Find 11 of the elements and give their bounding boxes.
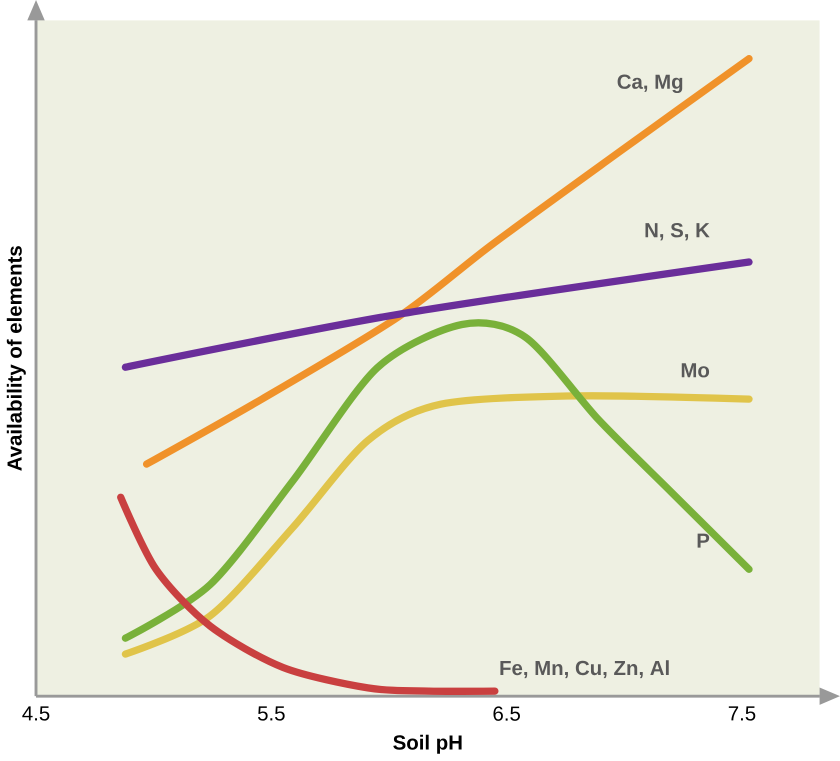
x-tick-label: 7.5 [728, 706, 756, 721]
series-label: P [698, 534, 710, 548]
x-axis-title: Soil pH [393, 734, 462, 754]
x-tick-label: 6.5 [493, 706, 520, 722]
series-label: N, S, K [645, 223, 710, 241]
series-label: Ca, Mg [618, 74, 682, 94]
series-label: Mo [682, 363, 710, 378]
y-axis-title: Availability of elements [6, 246, 26, 472]
x-tick-label: 5.5 [258, 706, 285, 721]
x-tick-label: 4.5 [22, 706, 50, 721]
series-label: Fe, Mn, Cu, Zn, Al [500, 660, 669, 678]
